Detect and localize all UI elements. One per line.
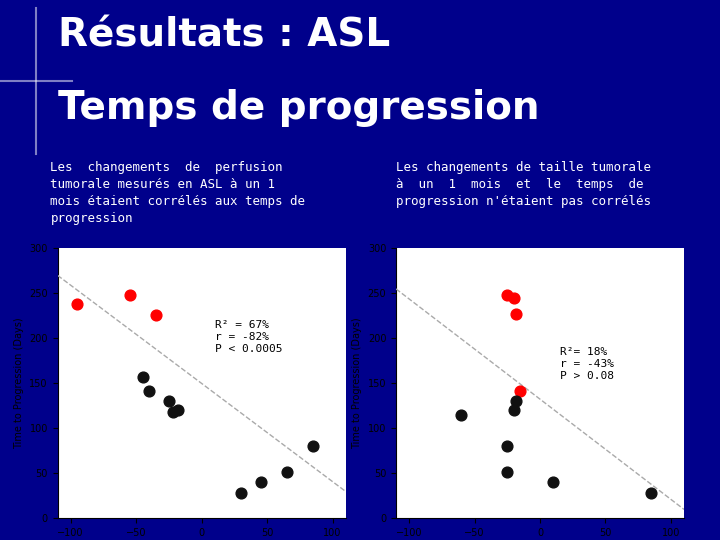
Point <box>502 467 513 476</box>
Point <box>646 489 657 497</box>
Y-axis label: Time to Progression (Days): Time to Progression (Days) <box>352 318 362 449</box>
Point <box>255 478 266 487</box>
Point <box>510 310 522 319</box>
Point <box>502 442 513 451</box>
Point <box>143 386 155 395</box>
Y-axis label: Time to Progression (Days): Time to Progression (Days) <box>14 318 24 449</box>
Text: Les  changements  de  perfusion
tumorale mesurés en ASL à un 1
mois étaient corr: Les changements de perfusion tumorale me… <box>50 161 305 225</box>
Point <box>172 406 184 415</box>
Text: R² = 67%
r = -82%
P < 0.0005: R² = 67% r = -82% P < 0.0005 <box>215 320 282 354</box>
Point <box>71 300 83 308</box>
Point <box>456 410 467 419</box>
Point <box>281 467 292 476</box>
Point <box>150 310 161 319</box>
Point <box>124 291 135 300</box>
Text: Les changements de taille tumorale
à  un  1  mois  et  le  temps  de
progression: Les changements de taille tumorale à un … <box>396 161 651 208</box>
Point <box>137 373 148 381</box>
Text: Résultats : ASL: Résultats : ASL <box>58 16 390 54</box>
Text: Temps de progression: Temps de progression <box>58 89 539 127</box>
Text: R²= 18%
r = -43%
P > 0.08: R²= 18% r = -43% P > 0.08 <box>559 347 613 381</box>
Point <box>502 291 513 300</box>
Point <box>307 442 319 451</box>
Point <box>167 408 179 416</box>
Point <box>508 294 520 302</box>
Point <box>515 386 526 395</box>
Point <box>508 406 520 415</box>
Point <box>547 478 559 487</box>
Point <box>163 397 175 406</box>
Point <box>235 489 247 497</box>
Point <box>510 397 522 406</box>
